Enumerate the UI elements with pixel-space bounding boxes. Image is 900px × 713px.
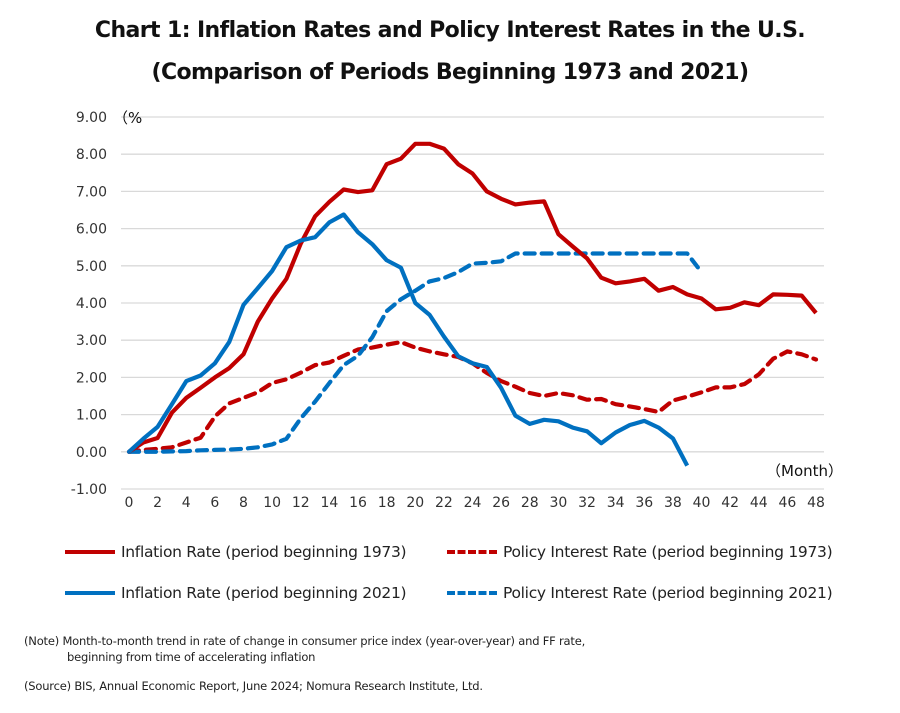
- x-tick-label: 36: [635, 495, 653, 511]
- y-tick-label: 4.00: [76, 296, 107, 312]
- legend-item-inflation-1973: Inflation Rate (period beginning 1973): [65, 543, 407, 561]
- x-tick-label: 4: [182, 495, 191, 511]
- x-axis-label: （Month）: [766, 462, 843, 480]
- x-tick-label: 16: [349, 495, 367, 511]
- x-tick-label: 2: [153, 495, 162, 511]
- x-tick-label: 24: [464, 495, 482, 511]
- series-lines: [126, 141, 819, 467]
- x-tick-label: 0: [125, 495, 134, 511]
- x-tick-label: 6: [210, 495, 219, 511]
- legend-item-policy-2021: Policy Interest Rate (period beginning 2…: [447, 584, 833, 602]
- chart-subtitle: (Comparison of Periods Beginning 1973 an…: [151, 60, 750, 85]
- series-line-policy-interest-rate-period-beginning-1973: [126, 340, 819, 454]
- series-line-policy-interest-rate-period-beginning-2021: [126, 251, 704, 454]
- y-tick-label: 7.00: [76, 184, 107, 200]
- y-tick-label: 6.00: [76, 222, 107, 238]
- note-line-2: beginning from time of accelerating infl…: [67, 650, 316, 664]
- legend-item-inflation-2021: Inflation Rate (period beginning 2021): [65, 584, 407, 602]
- legend-item-policy-1973: Policy Interest Rate (period beginning 1…: [447, 543, 833, 561]
- x-tick-label: 22: [435, 495, 453, 511]
- x-tick-label: 12: [292, 495, 310, 511]
- y-tick-label: 1.00: [76, 408, 107, 424]
- x-tick-label: 26: [492, 495, 510, 511]
- x-tick-label: 44: [750, 495, 768, 511]
- legend-swatch-solid-red: [65, 550, 115, 554]
- x-tick-label: 18: [378, 495, 396, 511]
- legend-label: Policy Interest Rate (period beginning 1…: [503, 543, 833, 561]
- y-tick-label: 5.00: [76, 259, 107, 275]
- y-tick-label: -1.00: [71, 482, 107, 498]
- x-tick-label: 8: [239, 495, 248, 511]
- legend-swatch-dashed-red: [447, 550, 497, 554]
- legend-label: Inflation Rate (period beginning 2021): [121, 584, 407, 602]
- note-line-1: (Note) Month-to-month trend in rate of c…: [24, 634, 586, 648]
- y-tick-label: 8.00: [76, 147, 107, 163]
- x-tick-label: 14: [320, 495, 338, 511]
- x-tick-label: 42: [721, 495, 739, 511]
- y-tick-label: 3.00: [76, 333, 107, 349]
- y-tick-label: 2.00: [76, 370, 107, 386]
- x-tick-label: 46: [778, 495, 796, 511]
- x-tick-label: 20: [406, 495, 424, 511]
- series-line-inflation-rate-period-beginning-1973: [127, 141, 818, 454]
- series-line-inflation-rate-period-beginning-2021: [127, 212, 690, 467]
- legend-label: Inflation Rate (period beginning 1973): [121, 543, 407, 561]
- legend-swatch-solid-blue: [65, 591, 115, 595]
- y-tick-label: 9.00: [76, 110, 107, 126]
- x-tick-label: 32: [578, 495, 596, 511]
- y-axis-unit-label: （%: [113, 109, 142, 127]
- x-tick-label: 38: [664, 495, 682, 511]
- y-tick-label: 0.00: [76, 445, 107, 461]
- gridlines: [121, 116, 824, 490]
- legend-label: Policy Interest Rate (period beginning 2…: [503, 584, 833, 602]
- legend-swatch-dashed-blue: [447, 591, 497, 595]
- x-tick-label: 40: [693, 495, 711, 511]
- x-axis-ticks: 0 2 4 6 8 10 12 14 16 18 20 22 24 26 28 30 32 34 36 38 40 42 4…: [125, 495, 825, 511]
- source-note: (Source) BIS, Annual Economic Report, Ju…: [24, 679, 483, 693]
- x-tick-label: 28: [521, 495, 539, 511]
- x-tick-label: 48: [807, 495, 825, 511]
- x-tick-label: 34: [607, 495, 625, 511]
- chart-title: Chart 1: Inflation Rates and Policy Inte…: [94, 18, 806, 43]
- y-axis-ticks: -1.00 0.00 1.00 2.00 3.00 4.00 5.00 6.00 7.00 8.0…: [71, 110, 107, 498]
- x-tick-label: 10: [263, 495, 281, 511]
- x-tick-label: 30: [549, 495, 567, 511]
